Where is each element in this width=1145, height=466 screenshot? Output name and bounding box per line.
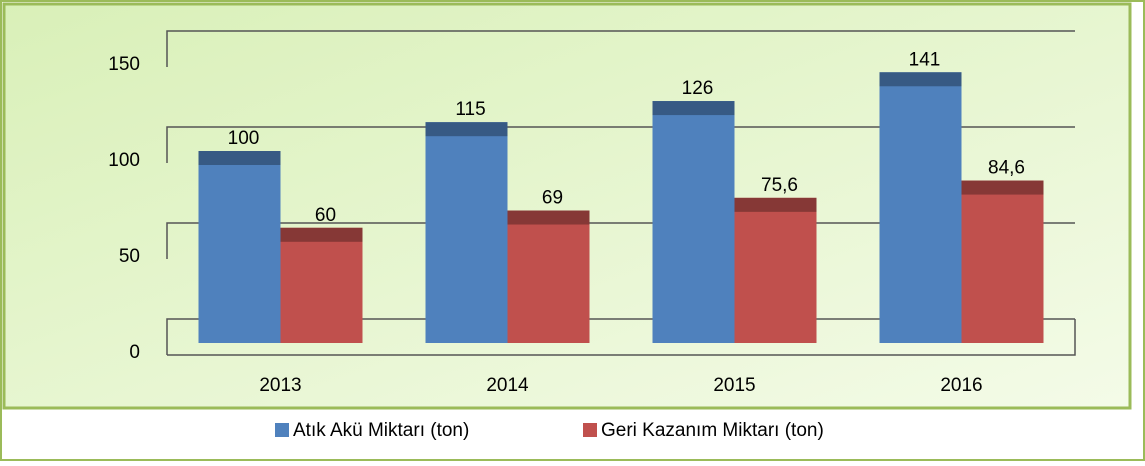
bar-top	[652, 101, 735, 116]
bar	[652, 101, 735, 343]
y-tick-label: 0	[129, 342, 140, 363]
data-label: 141	[909, 49, 941, 70]
data-label: 126	[682, 78, 714, 99]
legend-swatch	[275, 423, 289, 437]
bar	[507, 210, 590, 343]
bar-top	[961, 180, 1044, 195]
bar-top	[198, 151, 281, 165]
x-tick-label: 2014	[486, 375, 529, 396]
x-tick-label: 2016	[940, 375, 982, 396]
x-tick-label: 2013	[259, 375, 301, 396]
y-tick-label: 50	[119, 246, 140, 267]
bar	[425, 122, 508, 343]
legend-swatch	[583, 423, 597, 437]
bar-top	[734, 197, 817, 212]
bar-top	[879, 72, 962, 87]
grid-line	[166, 30, 1075, 67]
bar	[280, 227, 363, 343]
y-tick-label: 100	[108, 150, 140, 171]
bar	[198, 151, 281, 343]
floor	[167, 319, 1076, 356]
data-label: 69	[542, 188, 563, 209]
grid-line	[166, 126, 1075, 163]
data-label: 60	[315, 205, 336, 226]
x-tick-label: 2015	[713, 375, 755, 396]
bar	[879, 72, 962, 343]
data-label: 100	[228, 128, 260, 149]
bar-top	[507, 210, 590, 225]
data-label: 84,6	[988, 158, 1025, 179]
data-label: 75,6	[761, 175, 798, 196]
bar-top	[425, 122, 508, 137]
bar	[961, 180, 1044, 343]
bar	[734, 197, 817, 343]
data-label: 115	[455, 99, 485, 120]
y-tick-label: 150	[108, 54, 140, 75]
bar-top	[280, 227, 363, 242]
legend-label: Atık Akü Miktarı (ton)	[293, 420, 469, 441]
legend-label: Geri Kazanım Miktarı (ton)	[601, 420, 824, 441]
